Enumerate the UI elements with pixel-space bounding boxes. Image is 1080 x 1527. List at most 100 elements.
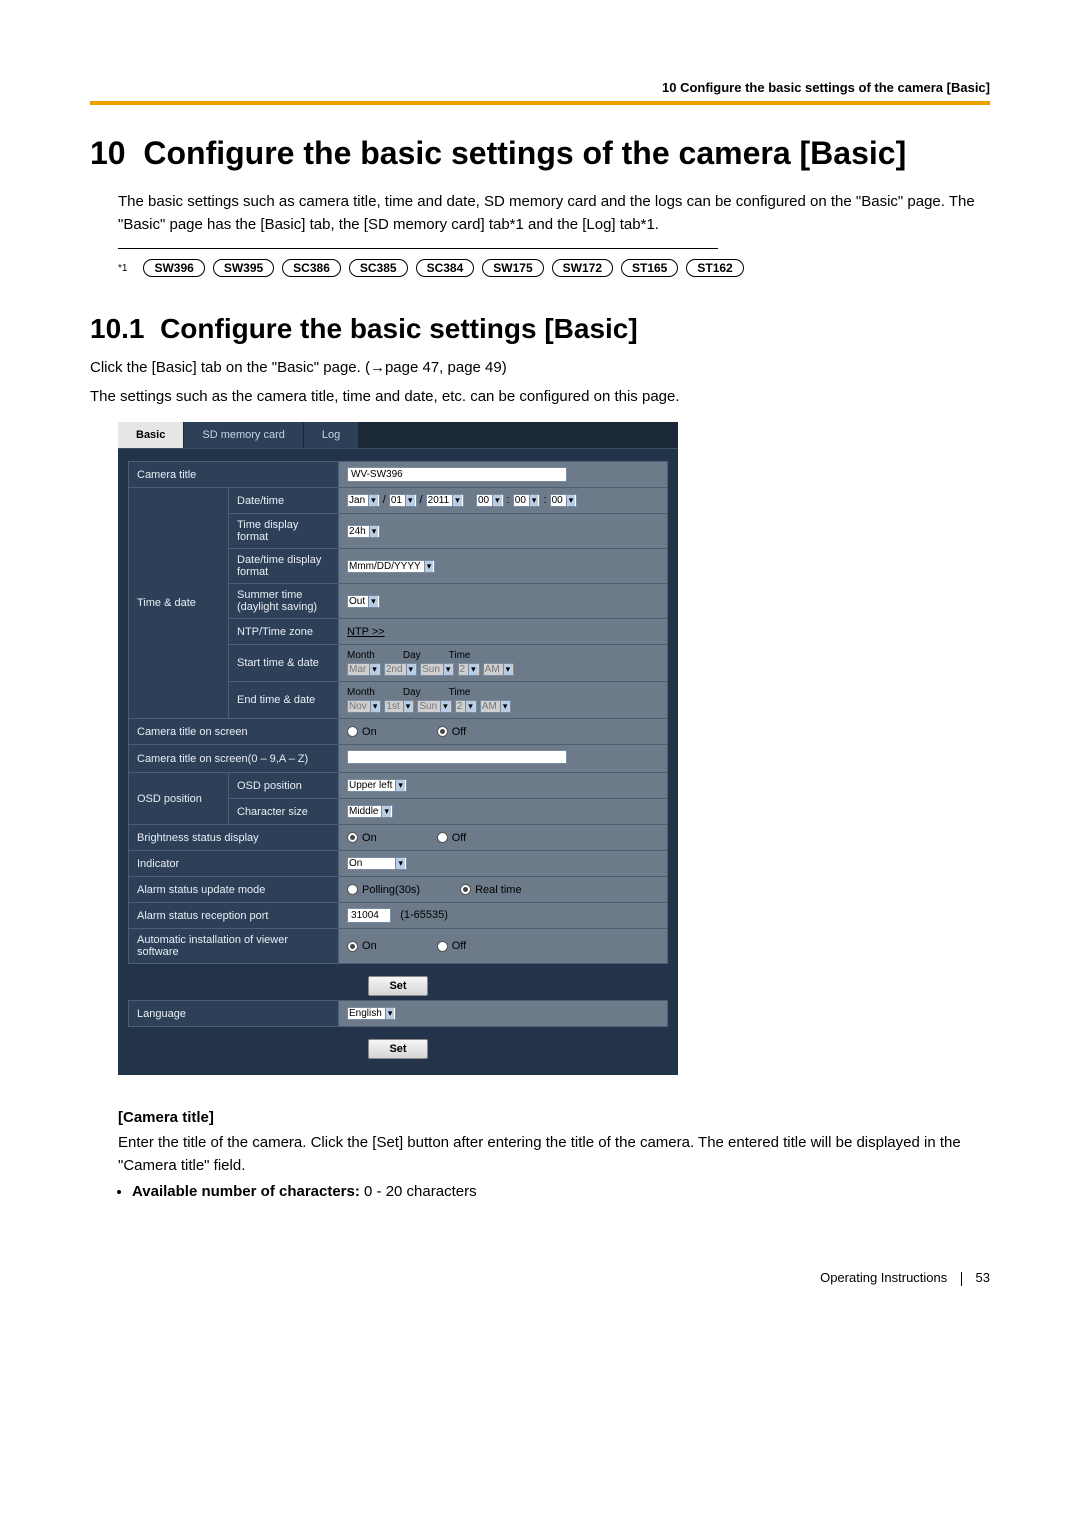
model-pill: SC386: [282, 259, 341, 277]
radio-polling[interactable]: Polling(30s): [347, 884, 420, 896]
ntp-link[interactable]: NTP >>: [347, 626, 385, 638]
end-month-select[interactable]: Nov▾: [347, 700, 381, 713]
table-row: Indicator On▾: [129, 851, 668, 877]
label-camera-title-osd-text: Camera title on screen(0 – 9,A – Z): [129, 745, 339, 773]
label-start-time-date: Start time & date: [229, 645, 339, 682]
camera-title-osd-input[interactable]: [347, 750, 567, 764]
label-alarm-port: Alarm status reception port: [129, 903, 339, 929]
label-osd-position: OSD position: [229, 773, 339, 799]
language-select[interactable]: English▾: [347, 1007, 396, 1020]
settings-table-lang: Language English▾: [128, 1000, 668, 1027]
camera-title-input[interactable]: WV-SW396: [347, 467, 567, 482]
start-week-select[interactable]: 2nd▾: [384, 663, 417, 676]
label-language: Language: [129, 1001, 339, 1027]
radio-off[interactable]: Off: [437, 940, 466, 952]
radio-on[interactable]: On: [347, 832, 377, 844]
label-auto-install: Automatic installation of viewer softwar…: [129, 929, 339, 964]
summer-time-select[interactable]: Out▾: [347, 595, 380, 608]
year-select[interactable]: 2011▾: [426, 494, 464, 507]
osd-position-select[interactable]: Upper left▾: [347, 779, 407, 792]
label-indicator: Indicator: [129, 851, 339, 877]
bullet-available-chars: Available number of characters: 0 - 20 c…: [132, 1183, 990, 1200]
bullet-label: Available number of characters:: [132, 1183, 360, 1200]
footnote-marker: *1: [118, 263, 127, 274]
label-character-size: Character size: [229, 799, 339, 825]
model-pill: SW395: [213, 259, 274, 277]
end-ampm-select[interactable]: AM▾: [480, 700, 512, 713]
date-time-display-format-select[interactable]: Mmm/DD/YYYY▾: [347, 560, 435, 573]
cell-date-time: Jan▾ / 01▾ / 2011▾ 00▾ : 00▾ : 00▾: [339, 488, 668, 514]
col-day: Day: [403, 650, 421, 661]
cell-end-time-date: Month Day Time Nov▾ 1st▾ Sun▾ 2▾ AM▾: [339, 682, 668, 719]
tab-log[interactable]: Log: [304, 422, 359, 448]
label-time-display-format: Time display format: [229, 514, 339, 549]
table-row: Alarm status update mode Polling(30s) Re…: [129, 877, 668, 903]
character-size-select[interactable]: Middle▾: [347, 805, 393, 818]
label-brightness: Brightness status display: [129, 825, 339, 851]
cell-start-time-date: Month Day Time Mar▾ 2nd▾ Sun▾ 2▾ AM▾: [339, 645, 668, 682]
col-day: Day: [403, 687, 421, 698]
tab-basic[interactable]: Basic: [118, 422, 184, 448]
chapter-intro: The basic settings such as camera title,…: [118, 191, 990, 236]
col-month: Month: [347, 650, 375, 661]
table-row: Automatic installation of viewer softwar…: [129, 929, 668, 964]
radio-on[interactable]: On: [347, 726, 377, 738]
label-alarm-update-mode: Alarm status update mode: [129, 877, 339, 903]
end-week-select[interactable]: 1st▾: [384, 700, 414, 713]
chapter-heading: 10 Configure the basic settings of the c…: [90, 133, 990, 173]
radio-on[interactable]: On: [347, 940, 377, 952]
start-dow-select[interactable]: Sun▾: [420, 663, 454, 676]
label-end-time-date: End time & date: [229, 682, 339, 719]
section-lead-2: The settings such as the camera title, t…: [90, 386, 990, 409]
table-row: OSD position OSD position Upper left▾: [129, 773, 668, 799]
end-dow-select[interactable]: Sun▾: [417, 700, 451, 713]
col-time: Time: [449, 687, 471, 698]
table-row: Language English▾: [129, 1001, 668, 1027]
basic-settings-screenshot: Basic SD memory card Log Camera title WV…: [118, 422, 678, 1075]
table-row: Brightness status display On Off: [129, 825, 668, 851]
col-time: Time: [449, 650, 471, 661]
day-select[interactable]: 01▾: [389, 494, 417, 507]
footer-doc-title: Operating Instructions: [820, 1270, 947, 1285]
start-ampm-select[interactable]: AM▾: [483, 663, 515, 676]
set-button[interactable]: Set: [368, 1039, 427, 1059]
radio-off[interactable]: Off: [437, 832, 466, 844]
running-head: 10 Configure the basic settings of the c…: [90, 80, 990, 105]
settings-table: Camera title WV-SW396 Time & date Date/t…: [128, 461, 668, 964]
footnote-models: *1 SW396 SW395 SC386 SC385 SC384 SW175 S…: [118, 259, 990, 277]
radio-realtime[interactable]: Real time: [460, 884, 521, 896]
label-summer-time: Summer time (daylight saving): [229, 584, 339, 619]
label-osd-position-group: OSD position: [129, 773, 229, 825]
month-select[interactable]: Jan▾: [347, 494, 380, 507]
model-pill: SW175: [482, 259, 543, 277]
tab-bar: Basic SD memory card Log: [118, 422, 678, 449]
table-row: Camera title on screen On Off: [129, 719, 668, 745]
indicator-select[interactable]: On▾: [347, 857, 407, 870]
start-month-select[interactable]: Mar▾: [347, 663, 381, 676]
page-footer: Operating Instructions 53: [90, 1270, 990, 1286]
time-display-format-select[interactable]: 24h▾: [347, 525, 380, 538]
tab-sd-memory-card[interactable]: SD memory card: [184, 422, 304, 448]
minute-select[interactable]: 00▾: [513, 494, 541, 507]
hour-select[interactable]: 00▾: [476, 494, 504, 507]
bullet-value: 0 - 20 characters: [360, 1183, 477, 1200]
start-hour-select[interactable]: 2▾: [458, 663, 480, 676]
table-row: Camera title on screen(0 – 9,A – Z): [129, 745, 668, 773]
section-number: 10.1: [90, 313, 145, 344]
alarm-port-input[interactable]: 31004: [347, 908, 391, 923]
chapter-title: Configure the basic settings of the came…: [143, 135, 906, 171]
second-select[interactable]: 00▾: [550, 494, 578, 507]
model-pill: SC384: [416, 259, 475, 277]
label-time-date: Time & date: [129, 488, 229, 719]
label-camera-title: Camera title: [129, 462, 339, 488]
label-camera-title-on-screen: Camera title on screen: [129, 719, 339, 745]
section-title: Configure the basic settings [Basic]: [160, 313, 638, 344]
model-pill: ST162: [686, 259, 743, 277]
footer-page-number: 53: [976, 1270, 990, 1285]
cell-camera-title: WV-SW396: [339, 462, 668, 488]
end-hour-select[interactable]: 2▾: [455, 700, 477, 713]
alarm-port-range: (1-65535): [400, 909, 448, 921]
set-button[interactable]: Set: [368, 976, 427, 996]
table-row: Alarm status reception port 31004 (1-655…: [129, 903, 668, 929]
radio-off[interactable]: Off: [437, 726, 466, 738]
